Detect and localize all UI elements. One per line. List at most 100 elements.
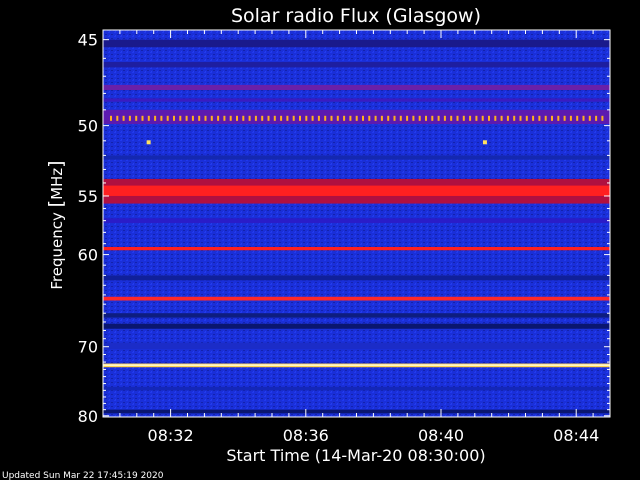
spike-mark-48 [412,115,415,121]
spike-mark-75 [582,115,585,121]
y-axis-bracket-left: [ [45,200,67,207]
spike-mark-20 [236,115,238,121]
burst-spots [146,140,487,145]
spike-mark-73 [569,115,572,121]
spike-mark-41 [368,115,371,121]
spike-mark-56 [462,115,465,121]
frequency-band-2 [103,84,610,91]
frequency-band-11 [103,296,610,301]
y-tick-label-60: 60 [78,246,98,265]
y-axis-label-prefix: Frequency [48,207,66,289]
spike-mark-65 [519,115,522,121]
spike-mark-2 [122,115,125,121]
frequency-band-18 [103,409,610,414]
spike-mark-58 [475,115,478,121]
spike-mark-76 [588,115,591,121]
spike-mark-70 [551,115,553,121]
spike-mark-6 [147,115,150,121]
spike-mark-35 [330,115,333,121]
frequency-band-7 [103,185,610,196]
spike-mark-69 [544,115,547,121]
x-tick-label-3: 08:44 [553,426,599,445]
frequency-band-12 [103,313,610,318]
spike-mark-5 [141,115,144,121]
spike-mark-10 [173,115,175,121]
spike-mark-68 [538,115,541,121]
spike-mark-62 [500,115,503,121]
spike-mark-27 [280,115,283,121]
spike-mark-36 [336,115,339,121]
spike-mark-77 [595,115,598,121]
spike-mark-24 [261,115,264,121]
y-axis-label: Frequency [MHz] [45,160,67,289]
spike-mark-57 [469,115,472,121]
frequency-band-8 [103,218,610,224]
spike-mark-11 [179,115,182,121]
spike-mark-44 [387,115,390,121]
frequency-band-14 [103,342,610,350]
spike-mark-67 [532,115,535,121]
frequency-band-13 [103,323,610,329]
spike-mark-29 [292,115,295,121]
y-tick-label-45: 45 [78,31,98,50]
spike-mark-22 [248,115,251,121]
x-axis-label: Start Time (14-Mar-20 08:30:00) [226,446,485,465]
spike-mark-21 [242,115,245,121]
burst-spot-0 [146,140,151,145]
frequency-band-5 [103,155,610,160]
y-tick-label-55: 55 [78,187,98,206]
y-axis-bracket-right: ] [45,160,67,167]
spike-mark-55 [456,115,459,121]
spike-mark-9 [166,115,169,121]
spike-mark-49 [418,115,421,121]
spike-mark-74 [576,115,579,121]
spike-mark-4 [135,115,138,121]
spike-mark-7 [154,115,157,121]
frequency-band-9 [103,246,610,251]
spike-mark-53 [443,115,446,121]
spike-mark-1 [116,115,119,121]
frequency-band-0 [103,39,610,48]
y-tick-label-50: 50 [78,117,98,136]
spike-mark-8 [160,115,163,121]
spike-mark-32 [311,115,314,121]
spike-mark-3 [128,115,131,121]
spike-mark-63 [506,115,509,121]
x-tick-label-1: 08:36 [283,426,329,445]
spike-mark-51 [431,115,434,121]
spike-mark-71 [557,115,560,121]
updated-footer: Updated Sun Mar 22 17:45:19 2020 [2,471,164,480]
spike-mark-40 [362,115,364,121]
spike-mark-43 [380,115,383,121]
spike-mark-25 [267,115,270,121]
spike-mark-13 [191,115,194,121]
spike-mark-42 [374,115,377,121]
x-axis: 08:32 08:36 08:40 08:44 [119,30,599,445]
spike-mark-37 [343,115,346,121]
spike-mark-54 [450,115,453,121]
plot-area [103,30,610,417]
spike-mark-50 [425,115,427,121]
spike-mark-26 [273,115,276,121]
spike-mark-17 [217,115,220,121]
spike-mark-38 [349,115,352,121]
spike-mark-34 [324,115,327,121]
spike-mark-30 [299,115,301,121]
burst-spot-1 [482,140,487,145]
spike-mark-47 [406,115,409,121]
spike-mark-66 [525,115,528,121]
spike-mark-15 [204,115,207,121]
spike-mark-28 [286,115,289,121]
y-tick-label-80: 80 [78,407,98,426]
x-tick-label-2: 08:40 [418,426,464,445]
frequency-band-1 [103,61,610,68]
spike-mark-16 [210,115,213,121]
y-axis-label-unit: MHz [48,168,66,200]
spike-mark-52 [437,115,440,121]
spike-mark-19 [229,115,232,121]
spike-mark-45 [393,115,396,121]
spike-mark-0 [110,115,112,121]
interference-spikes [110,115,604,121]
frequency-band-10 [103,275,610,281]
spike-mark-72 [563,115,566,121]
